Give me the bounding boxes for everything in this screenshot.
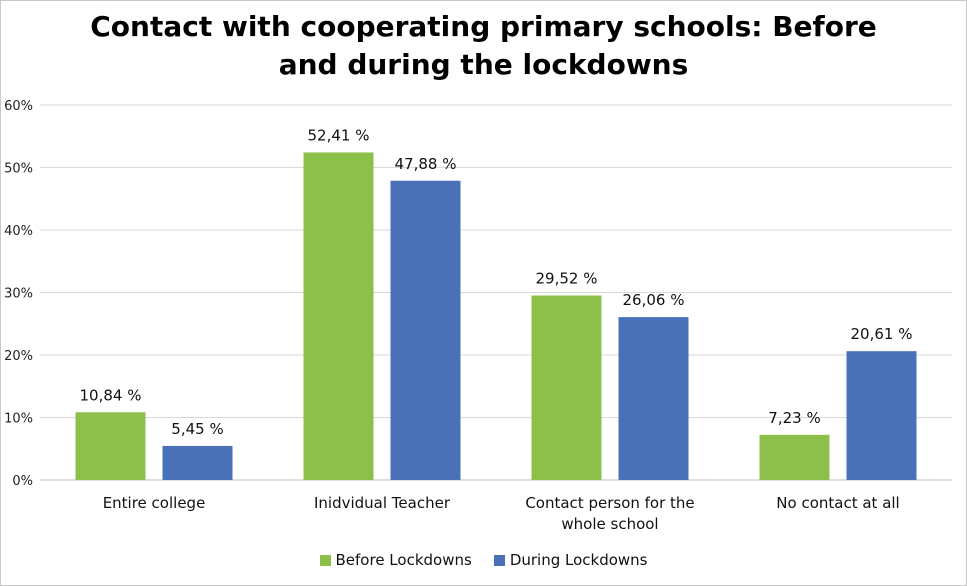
- legend-swatch-during: [493, 554, 505, 566]
- bar-before: [759, 434, 830, 480]
- y-tick-label: 40%: [4, 224, 33, 239]
- legend-label-during: During Lockdowns: [509, 551, 648, 569]
- x-category-label: No contact at all: [776, 494, 899, 512]
- legend-item-during: During Lockdowns: [493, 551, 648, 569]
- bar-before: [303, 152, 374, 480]
- x-category-label: whole school: [561, 515, 658, 533]
- x-category-label: Contact person for the: [525, 494, 694, 512]
- legend-swatch-before: [319, 554, 331, 566]
- x-category-label: Entire college: [103, 494, 206, 512]
- bar-during: [846, 351, 917, 480]
- x-category-label: Inidvidual Teacher: [314, 494, 451, 512]
- y-tick-label: 20%: [4, 349, 33, 364]
- bar-during: [162, 445, 233, 480]
- data-label: 20,61 %: [851, 325, 913, 343]
- data-label: 52,41 %: [308, 126, 370, 144]
- bar-before: [531, 295, 602, 480]
- y-tick-label: 50%: [4, 162, 33, 177]
- chart-title-line-1: Contact with cooperating primary schools…: [90, 10, 877, 43]
- legend-label-before: Before Lockdowns: [335, 551, 472, 569]
- y-tick-label: 30%: [4, 287, 33, 302]
- data-label: 47,88 %: [395, 155, 457, 173]
- chart-title-line-2: and during the lockdowns: [278, 48, 689, 81]
- bar-during: [618, 317, 689, 480]
- y-tick-label: 10%: [4, 412, 33, 427]
- data-label: 7,23 %: [768, 409, 820, 427]
- data-label: 10,84 %: [80, 386, 142, 404]
- y-tick-label: 0%: [12, 474, 33, 489]
- data-label: 5,45 %: [171, 420, 223, 438]
- bar-during: [390, 180, 461, 480]
- data-label: 26,06 %: [623, 291, 685, 309]
- chart-title: Contact with cooperating primary schools…: [0, 8, 967, 84]
- y-tick-label: 60%: [4, 99, 33, 114]
- bar-before: [75, 412, 146, 480]
- legend-item-before: Before Lockdowns: [319, 551, 472, 569]
- legend: Before Lockdowns During Lockdowns: [0, 551, 967, 569]
- data-label: 29,52 %: [536, 270, 598, 288]
